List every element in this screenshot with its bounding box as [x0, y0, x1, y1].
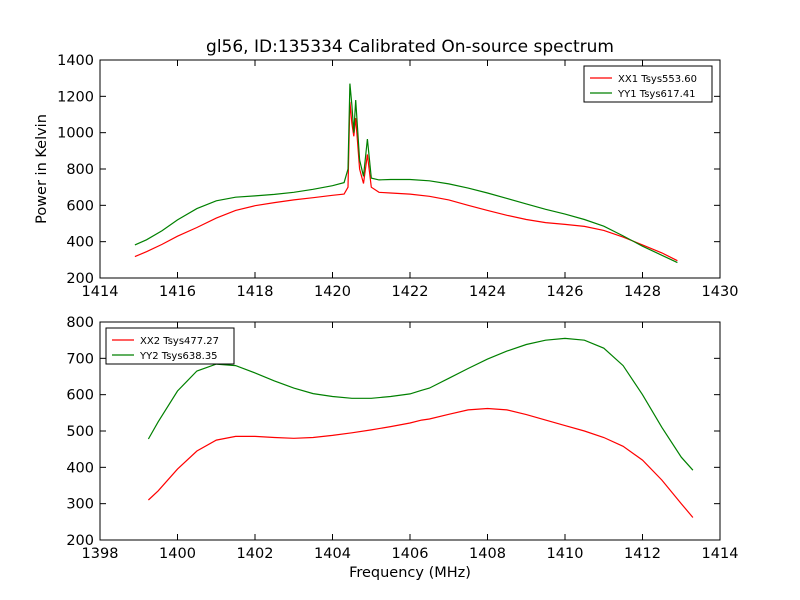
legend: XX2 Tsys477.27 YY2 Tsys638.35: [105, 327, 235, 365]
y-tick-label: 400: [66, 235, 94, 251]
y-tick-label: 500: [66, 424, 94, 440]
y-tick-label: 700: [66, 351, 94, 367]
x-tick-label: 1402: [237, 546, 274, 562]
chart-title: gl56, ID:135334 Calibrated On-source spe…: [206, 37, 614, 57]
x-tick-label: 1416: [159, 284, 196, 300]
x-tick-label: 1406: [392, 546, 429, 562]
y-tick-label: 600: [66, 198, 94, 214]
x-tick-label: 1404: [314, 546, 351, 562]
legend: XX1 Tsys553.60 YY1 Tsys617.41: [583, 65, 713, 103]
x-tick-label: 1426: [547, 284, 584, 300]
y-tick-label: 800: [66, 162, 94, 178]
y-tick-label: 400: [66, 460, 94, 476]
y-tick-label: 1200: [57, 89, 94, 105]
x-tick-label: 1414: [82, 284, 119, 300]
legend-entry: YY1 Tsys617.41: [617, 89, 696, 100]
x-tick-label: 1422: [392, 284, 429, 300]
x-tick-label: 1414: [702, 546, 739, 562]
y-tick-label: 800: [66, 315, 94, 331]
legend-entry: XX2 Tsys477.27: [140, 336, 219, 347]
x-tick-label: 1430: [702, 284, 739, 300]
series-line-xx2: [147, 407, 694, 518]
y-tick-label: 1400: [57, 53, 94, 69]
series-line-yy2: [147, 337, 694, 471]
y-axis-label: Power in Kelvin: [34, 114, 50, 224]
x-tick-label: 1410: [547, 546, 584, 562]
x-tick-label: 1412: [624, 546, 661, 562]
y-tick-label: 200: [66, 533, 94, 549]
series-line-yy1: [134, 83, 678, 264]
x-tick-label: 1408: [469, 546, 506, 562]
legend-entry: YY2 Tsys638.35: [139, 351, 218, 362]
bottom-chart: 1398 1400 1402 1404 1406 1408 1410 1412 1414 200 3…: [66, 315, 738, 581]
y-tick-label: 300: [66, 497, 94, 513]
x-tick-label: 1424: [469, 284, 506, 300]
legend-entry: XX1 Tsys553.60: [618, 74, 697, 85]
y-tick-label: 200: [66, 271, 94, 287]
top-chart: 1414 1416 1418 1420 1422 1424 1426 1428 1430 200 4…: [34, 53, 738, 300]
legend-box: [105, 327, 235, 365]
y-tick-label: 1000: [57, 126, 94, 142]
x-tick-label: 1398: [82, 546, 119, 562]
x-tick-label: 1418: [237, 284, 274, 300]
x-tick-label: 1428: [624, 284, 661, 300]
y-tick-label: 600: [66, 388, 94, 404]
x-axis-label: Frequency (MHz): [349, 565, 471, 581]
legend-box: [583, 65, 713, 103]
series-line-xx1: [134, 101, 678, 262]
x-tick-label: 1420: [314, 284, 351, 300]
x-tick-label: 1400: [159, 546, 196, 562]
